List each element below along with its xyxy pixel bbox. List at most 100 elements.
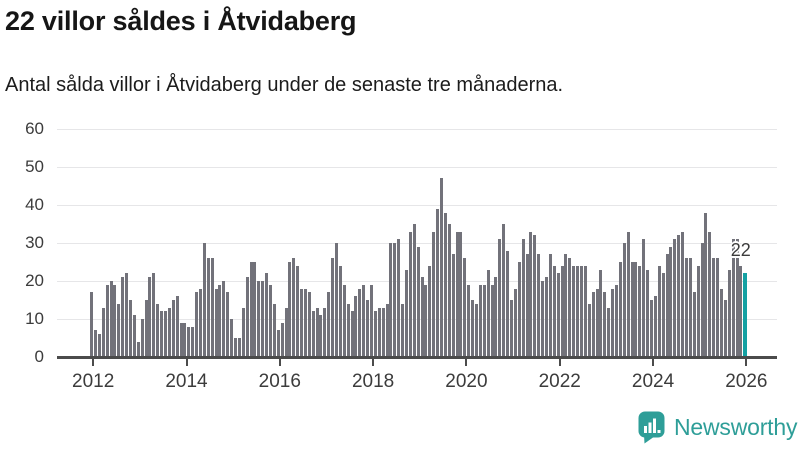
bar xyxy=(117,303,121,357)
bar xyxy=(183,322,187,357)
bar xyxy=(626,231,630,357)
bar xyxy=(93,330,97,357)
bar xyxy=(346,303,350,357)
bar xyxy=(669,246,673,357)
bar xyxy=(696,265,700,357)
bar xyxy=(490,284,494,357)
x-axis-tick xyxy=(745,359,748,366)
bar xyxy=(171,300,175,357)
x-axis-label: 2022 xyxy=(538,371,581,392)
bar xyxy=(405,269,409,357)
bar xyxy=(544,277,548,357)
x-axis-tick xyxy=(372,359,375,366)
bar xyxy=(373,311,377,357)
bar xyxy=(323,307,327,357)
bar xyxy=(630,262,634,357)
bar xyxy=(393,243,397,357)
bar xyxy=(245,277,249,357)
bar xyxy=(665,254,669,357)
bar xyxy=(716,258,720,357)
bar xyxy=(475,303,478,357)
x-axis-label: 2012 xyxy=(72,371,115,392)
bar xyxy=(230,319,234,357)
bar xyxy=(618,262,622,357)
x-axis-label: 2020 xyxy=(445,371,488,392)
bar xyxy=(389,243,393,357)
y-axis-label: 50 xyxy=(25,157,44,176)
bar xyxy=(105,284,109,357)
bar xyxy=(568,258,572,357)
bar xyxy=(268,284,272,357)
bar xyxy=(510,300,513,357)
bar xyxy=(408,231,412,357)
bar xyxy=(311,311,315,357)
bar xyxy=(455,231,459,357)
bar xyxy=(700,243,704,357)
y-axis-label: 60 xyxy=(25,119,44,138)
bar xyxy=(459,231,463,357)
y-axis-label: 0 xyxy=(34,347,44,366)
bar xyxy=(599,269,603,357)
bar xyxy=(148,277,152,357)
chart-title: 22 villor såldes i Åtvidaberg xyxy=(5,6,357,36)
bar xyxy=(556,273,560,357)
bar xyxy=(591,292,595,357)
bar xyxy=(649,300,653,357)
bar xyxy=(354,296,358,357)
gridline xyxy=(57,204,777,206)
bar xyxy=(443,212,447,357)
bar xyxy=(191,326,195,357)
x-axis-tick xyxy=(185,359,188,366)
bar xyxy=(517,262,521,357)
bar xyxy=(338,265,342,357)
bar xyxy=(249,262,253,357)
bar xyxy=(296,265,300,357)
x-axis-label: 2026 xyxy=(725,371,768,392)
bar xyxy=(498,239,502,357)
bar xyxy=(502,224,506,357)
bar xyxy=(253,262,257,357)
bar xyxy=(160,311,164,357)
bar xyxy=(222,281,226,357)
bar xyxy=(366,300,370,357)
bar xyxy=(552,265,556,357)
bar xyxy=(385,303,389,357)
x-axis-label: 2014 xyxy=(165,371,208,392)
bar xyxy=(276,330,280,357)
highlight-value-label: 22 xyxy=(730,240,751,260)
x-axis-line xyxy=(57,356,777,359)
bar xyxy=(198,288,202,357)
bar xyxy=(471,300,475,357)
bar xyxy=(136,341,140,357)
bar xyxy=(673,239,677,357)
bar xyxy=(579,265,583,357)
bar xyxy=(319,315,323,357)
bar xyxy=(288,262,292,357)
bar xyxy=(280,322,284,357)
x-axis-label: 2016 xyxy=(258,371,301,392)
bar xyxy=(163,311,167,357)
bar xyxy=(638,265,642,357)
bar xyxy=(377,307,381,357)
bar xyxy=(583,265,587,357)
bar xyxy=(109,281,113,357)
bar xyxy=(370,284,374,357)
bar xyxy=(451,254,455,357)
bar xyxy=(179,322,183,357)
bar xyxy=(90,292,94,357)
bar xyxy=(642,239,646,357)
gridline xyxy=(57,166,777,168)
bar xyxy=(167,307,171,357)
bar xyxy=(657,265,661,357)
bar xyxy=(432,231,436,357)
bar xyxy=(661,273,665,357)
bar xyxy=(587,303,591,357)
bar xyxy=(537,254,541,357)
newsworthy-wordmark: Newsworthy xyxy=(674,413,798,440)
bar xyxy=(416,246,420,357)
bar xyxy=(362,284,366,357)
bar xyxy=(708,231,712,357)
bar xyxy=(560,265,564,357)
bar xyxy=(202,243,206,357)
